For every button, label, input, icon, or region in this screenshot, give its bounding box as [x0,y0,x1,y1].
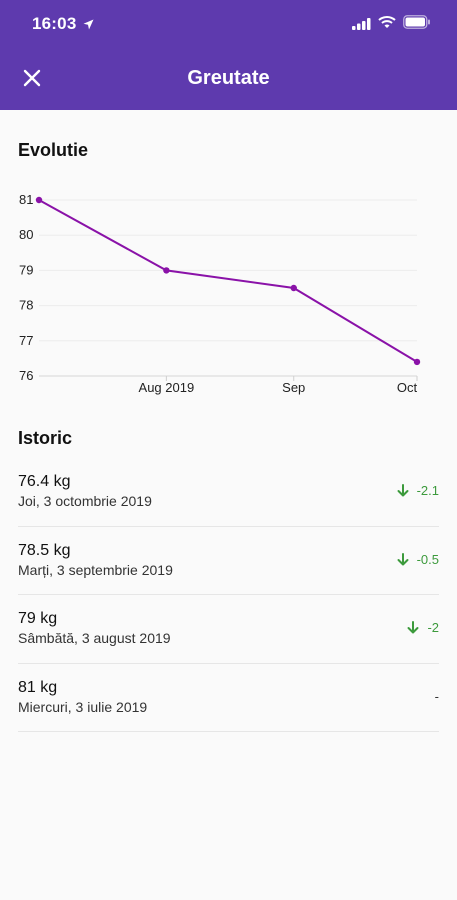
weight-chart: 76 77 78 79 80 81 Aug 2019 Sep Oct [0,180,457,410]
y-tick-label: 80 [19,227,33,242]
history-date: Joi, 3 octombrie 2019 [18,493,152,509]
history-row[interactable]: 78.5 kg Marți, 3 septembrie 2019 -0.5 [18,527,439,595]
cellular-signal-icon [352,17,372,35]
data-point [413,358,421,366]
history-change-value: - [434,688,439,704]
history-row[interactable]: 79 kg Sâmbătă, 3 august 2019 -2 [18,595,439,664]
history-weight: 81 kg [18,678,58,696]
x-tick-label: Sep [282,380,305,395]
weight-line-chart: 76 77 78 79 80 81 Aug 2019 Sep Oct [19,192,421,395]
page-title: Greutate [187,67,270,89]
data-point [163,267,170,274]
x-tick-label: Oct [397,380,418,395]
y-tick-label: 81 [19,192,33,207]
navigation-bar: Greutate [0,50,457,110]
history-date: Marți, 3 septembrie 2019 [18,561,173,578]
history-row[interactable]: 81 kg Miercuri, 3 iulie 2019 - [18,664,439,732]
data-point [35,196,43,204]
close-button[interactable] [16,62,48,94]
status-time: 16:03 [32,14,77,33]
history-change-value: -2.1 [416,483,439,498]
y-tick-label: 78 [19,298,33,313]
data-point [290,284,297,292]
history-date: Miercuri, 3 iulie 2019 [18,698,148,715]
y-tick-label: 77 [19,333,33,348]
y-tick-label: 79 [19,262,33,277]
location-arrow-icon [83,17,94,35]
status-bar: 16:03 [0,0,457,50]
arrow-down-icon [397,552,409,565]
history-weight: 79 kg [18,610,58,627]
history-weight: 78.5 kg [18,541,71,559]
history-change: -2.1 [397,483,439,498]
history-date: Sâmbătă, 3 august 2019 [18,630,171,646]
history-change: -2 [407,620,439,635]
history-heading: Istoric [18,428,73,448]
app-header: 16:03 [0,0,457,110]
x-tick-label: Aug 2019 [139,380,195,395]
history-change: - [435,689,439,704]
close-icon [23,69,41,87]
history-row[interactable]: 76.4 kg Joi, 3 octombrie 2019 -2.1 [18,458,439,527]
evolution-heading: Evolutie [18,140,89,160]
history-change-value: -2 [427,620,439,635]
history-list: 76.4 kg Joi, 3 octombrie 2019 -2.1 78.5 kg M… [18,458,439,732]
history-change: -0.5 [397,552,439,567]
history-change-value: -0.5 [416,551,439,567]
battery-icon [403,15,431,34]
arrow-down-icon [397,484,409,497]
arrow-down-icon [407,621,419,634]
wifi-icon [378,15,396,34]
y-tick-label: 76 [19,368,33,383]
series-line [38,199,418,363]
history-weight: 76.4 kg [18,473,71,490]
